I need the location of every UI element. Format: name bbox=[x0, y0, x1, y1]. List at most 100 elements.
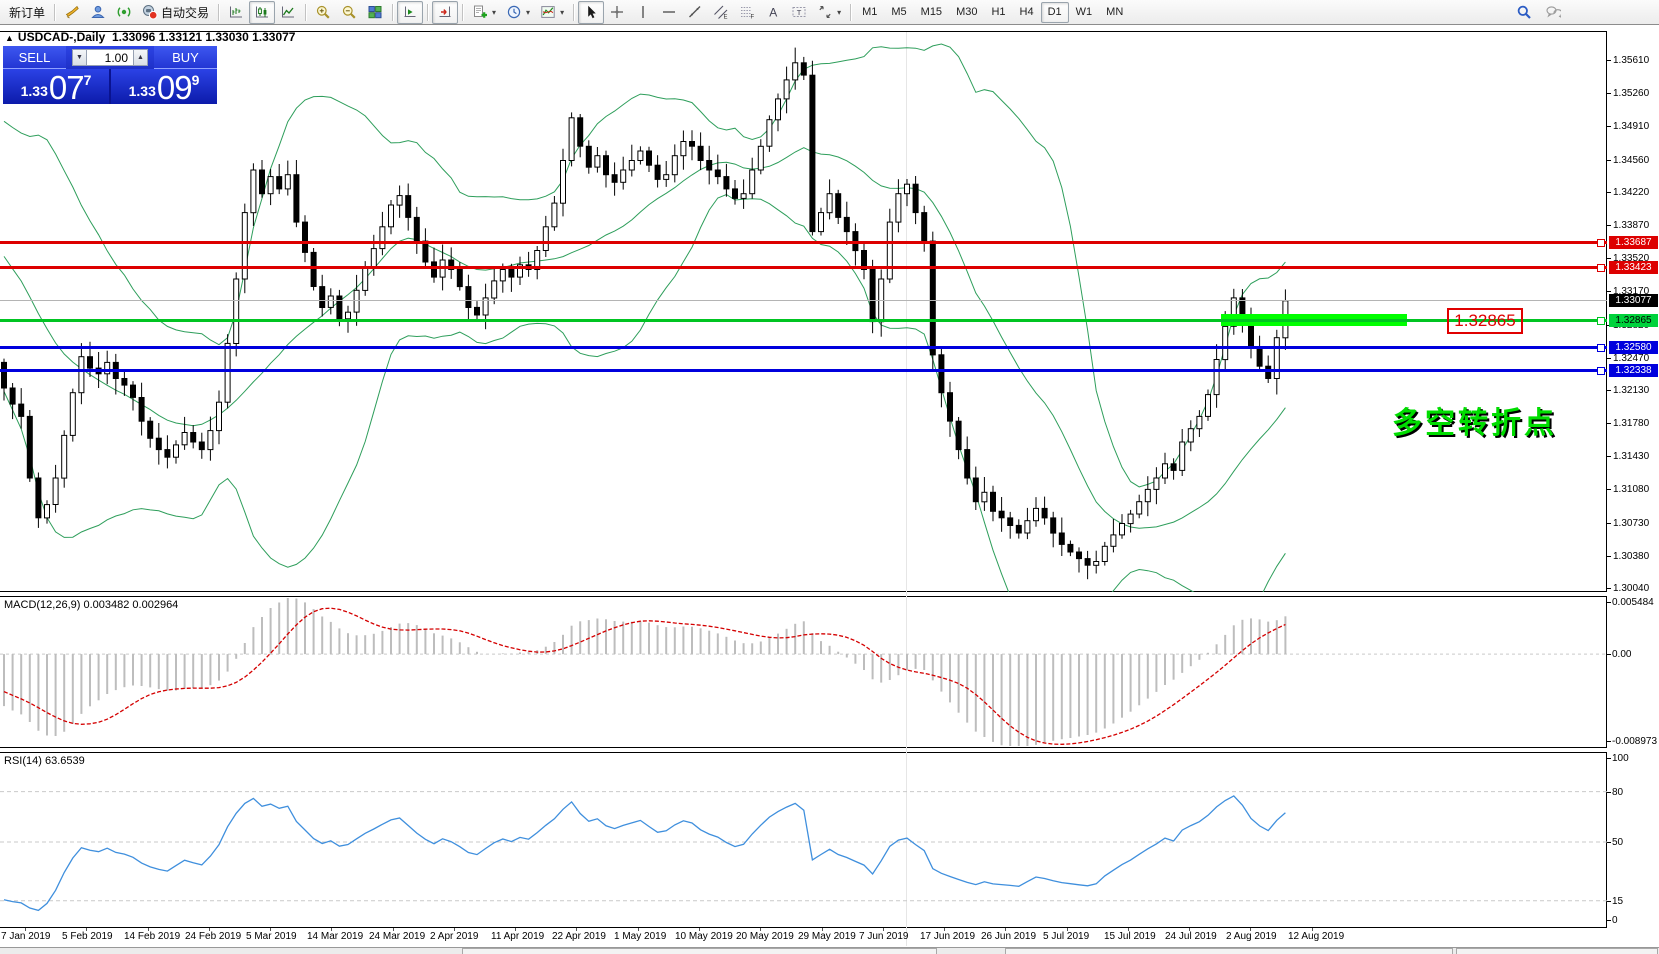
pivot-line[interactable] bbox=[0, 318, 1607, 322]
arrows-button[interactable]: ▾ bbox=[812, 1, 846, 24]
support-line-2[interactable] bbox=[0, 368, 1607, 372]
cursor-button[interactable] bbox=[578, 0, 605, 24]
horizontal-line-button[interactable] bbox=[656, 1, 682, 24]
trendline-button[interactable] bbox=[682, 1, 708, 24]
timeframe-w1-button[interactable]: W1 bbox=[1075, 6, 1093, 18]
date-tick-mark bbox=[883, 928, 884, 931]
resistance-line-2[interactable] bbox=[0, 265, 1607, 269]
timeframe-m15-button[interactable]: M15 bbox=[920, 6, 943, 18]
volume-input[interactable] bbox=[87, 49, 133, 66]
date-label: 2 Aug 2019 bbox=[1226, 931, 1277, 942]
crosshair-button[interactable] bbox=[604, 1, 630, 24]
dropdown-arrow-icon[interactable]: ▾ bbox=[526, 7, 531, 17]
bar-chart-button[interactable] bbox=[223, 1, 249, 24]
macd-label: MACD(12,26,9) 0.003482 0.002964 bbox=[4, 599, 178, 611]
timeframe-m1-button[interactable]: M1 bbox=[862, 6, 878, 18]
periods-button[interactable]: ▾ bbox=[501, 1, 535, 24]
price-tick-label: 1.32130 bbox=[1613, 384, 1650, 396]
price-tick-label: 1.34220 bbox=[1613, 186, 1650, 198]
line-chart-button[interactable] bbox=[275, 1, 301, 24]
support-line-2-anchor[interactable] bbox=[1597, 367, 1605, 376]
support-line-1[interactable] bbox=[0, 345, 1607, 349]
price-callout-label[interactable]: 1.32865 bbox=[1447, 308, 1523, 334]
dropdown-arrow-icon[interactable]: ▾ bbox=[560, 7, 565, 17]
main-chart-panel[interactable] bbox=[0, 31, 1607, 592]
macd-layer bbox=[0, 596, 1607, 746]
rsi-tick-mark bbox=[1607, 842, 1611, 843]
text-button[interactable]: A bbox=[760, 1, 786, 24]
clock-icon bbox=[506, 4, 522, 20]
candlestick-button[interactable] bbox=[249, 0, 276, 24]
timeframe-h1-button[interactable]: H1 bbox=[991, 6, 1006, 18]
search-icon[interactable] bbox=[1516, 4, 1532, 25]
new-order-button[interactable]: 新订单 bbox=[4, 1, 50, 24]
buy-price[interactable]: 1.33 09 9 bbox=[111, 69, 217, 104]
sound-button[interactable] bbox=[59, 1, 85, 24]
rsi-name: RSI(14) bbox=[4, 755, 42, 767]
timeframe-mn-button[interactable]: MN bbox=[1106, 6, 1124, 18]
trend-icon bbox=[687, 4, 703, 20]
sell-button[interactable]: SELL bbox=[3, 46, 66, 69]
zoom-in-button[interactable] bbox=[310, 1, 336, 24]
timeframe-m30-button[interactable]: M30 bbox=[956, 6, 978, 18]
timeframe-d1-button[interactable]: D1 bbox=[1040, 1, 1069, 23]
buy-button[interactable]: BUY bbox=[154, 46, 217, 69]
zoom-out-button[interactable] bbox=[336, 1, 362, 24]
resistance-line-1[interactable] bbox=[0, 240, 1607, 244]
date-label: 5 Feb 2019 bbox=[62, 931, 113, 942]
autotrading-button[interactable]: 自动交易 bbox=[137, 1, 214, 24]
timeframe-h4-button[interactable]: H4 bbox=[1019, 6, 1034, 18]
status-bar-section bbox=[1005, 948, 1453, 954]
current-price-line[interactable] bbox=[0, 299, 1607, 301]
auto-scroll-button[interactable] bbox=[397, 0, 424, 24]
chat-icon[interactable] bbox=[1545, 4, 1563, 25]
price-tick-mark bbox=[1607, 456, 1611, 458]
support-line-1-anchor[interactable] bbox=[1597, 344, 1605, 353]
date-tick-mark bbox=[1005, 928, 1006, 931]
svg-text:T: T bbox=[797, 8, 802, 17]
annotation-text[interactable]: 多空转折点 bbox=[1392, 407, 1557, 440]
equidistant-channel-button[interactable]: E bbox=[708, 1, 734, 24]
price-tick-label: 1.31430 bbox=[1613, 451, 1650, 463]
collapse-icon[interactable]: ▲ bbox=[5, 33, 14, 43]
price-axis[interactable] bbox=[1608, 31, 1659, 928]
text-label-button[interactable]: T bbox=[786, 1, 812, 24]
candles-icon bbox=[254, 4, 270, 20]
dropdown-arrow-icon[interactable]: ▾ bbox=[837, 7, 842, 17]
community-button[interactable] bbox=[85, 1, 111, 24]
dropdown-arrow-icon[interactable]: ▾ bbox=[492, 7, 497, 17]
price-tick-label: 1.33520 bbox=[1613, 253, 1650, 265]
date-label: 20 May 2019 bbox=[736, 931, 794, 942]
date-label: 14 Mar 2019 bbox=[307, 931, 364, 942]
macd-values: 0.003482 0.002964 bbox=[83, 599, 179, 611]
pivot-line-anchor[interactable] bbox=[1597, 317, 1605, 326]
sell-price[interactable]: 1.33 07 7 bbox=[3, 69, 109, 104]
indicators-button[interactable]: ▾ bbox=[535, 1, 569, 24]
time-axis[interactable] bbox=[0, 929, 1608, 947]
tile-windows-button[interactable] bbox=[362, 1, 388, 24]
price-tick-mark bbox=[1607, 357, 1611, 359]
timeframe-m5-button[interactable]: M5 bbox=[891, 6, 907, 18]
volume-decrease-button[interactable]: ▼ bbox=[72, 49, 87, 66]
resistance-line-2-anchor[interactable] bbox=[1597, 264, 1605, 273]
signal-button[interactable] bbox=[111, 1, 137, 24]
date-tick-mark bbox=[86, 928, 87, 931]
resistance-line-1-anchor[interactable] bbox=[1597, 239, 1605, 248]
volume-increase-button[interactable]: ▲ bbox=[133, 49, 148, 66]
fibonacci-button[interactable]: F bbox=[734, 1, 760, 24]
rsi-panel[interactable] bbox=[0, 752, 1607, 928]
macd-tick-mark bbox=[1607, 654, 1611, 656]
chart-title: ▲ USDCAD-,Daily 1.33096 1.33121 1.33030 1… bbox=[5, 30, 295, 44]
date-label: 12 Aug 2019 bbox=[1288, 931, 1345, 942]
date-label: 14 Feb 2019 bbox=[124, 931, 181, 942]
vertical-line-button[interactable] bbox=[630, 1, 656, 24]
date-tick-mark bbox=[393, 928, 394, 931]
price-tick-mark bbox=[1607, 588, 1611, 589]
date-label: 1 May 2019 bbox=[614, 931, 667, 942]
date-label: 11 Apr 2019 bbox=[491, 931, 545, 942]
chart-shift-button[interactable] bbox=[432, 0, 459, 24]
new-chart-button[interactable]: ▾ bbox=[467, 1, 501, 24]
date-label: 5 Mar 2019 bbox=[246, 931, 297, 942]
price-tick-mark bbox=[1607, 191, 1611, 193]
